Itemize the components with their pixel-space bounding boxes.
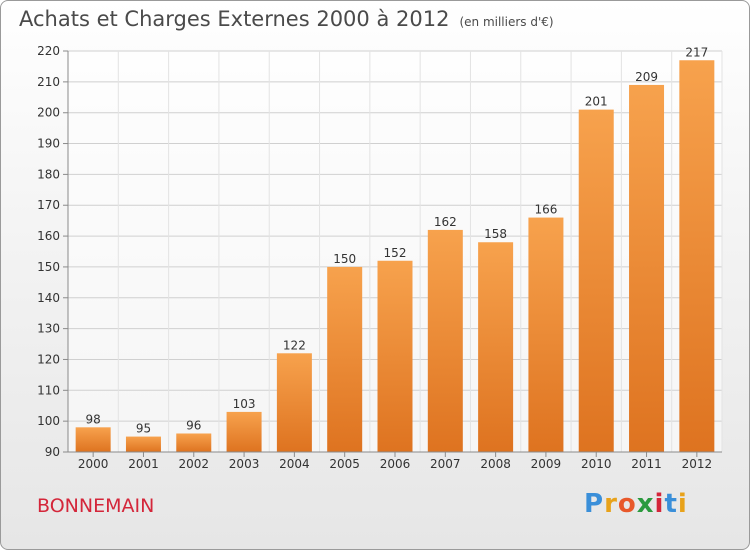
x-tick-label: 2007 <box>430 457 461 471</box>
x-tick-label: 2012 <box>682 457 713 471</box>
logo-letter: P <box>584 489 605 519</box>
chart-title: Achats et Charges Externes 2000 à 2012 (e… <box>19 7 554 31</box>
bar-value-label: 158 <box>484 227 507 241</box>
bar <box>125 436 161 452</box>
y-tick-label: 150 <box>37 260 60 274</box>
bar-value-label: 96 <box>186 418 201 432</box>
commune-name: BONNEMAIN <box>37 495 155 517</box>
bar <box>327 266 363 452</box>
bar-value-label: 152 <box>384 246 407 260</box>
x-tick-label: 2009 <box>531 457 562 471</box>
logo-letter: i <box>677 489 688 519</box>
bar-value-label: 122 <box>283 338 306 352</box>
x-tick-label: 2000 <box>78 457 109 471</box>
bar <box>478 242 514 452</box>
bar-value-label: 201 <box>585 95 608 109</box>
bar-value-label: 95 <box>136 422 151 436</box>
x-tick-label: 2010 <box>581 457 612 471</box>
logo-letter: x <box>636 489 655 519</box>
bar-value-label: 217 <box>685 45 708 59</box>
bar <box>629 84 665 452</box>
bar <box>578 109 614 452</box>
bar-value-label: 150 <box>333 252 356 266</box>
y-tick-label: 220 <box>37 44 60 58</box>
bar-value-label: 103 <box>233 397 256 411</box>
y-tick-label: 120 <box>37 352 60 366</box>
bar-value-label: 166 <box>534 203 557 217</box>
y-tick-label: 210 <box>37 75 60 89</box>
bar <box>679 60 715 452</box>
x-tick-label: 2006 <box>380 457 411 471</box>
y-tick-label: 190 <box>37 137 60 151</box>
bar <box>528 217 564 452</box>
logo-letter: o <box>617 489 637 519</box>
y-tick-label: 140 <box>37 291 60 305</box>
x-tick-label: 2003 <box>229 457 260 471</box>
bar <box>377 260 413 452</box>
logo-letter: r <box>604 489 618 519</box>
y-tick-label: 130 <box>37 322 60 336</box>
x-tick-label: 2004 <box>279 457 310 471</box>
chart-title-main: Achats et Charges Externes 2000 à 2012 <box>19 7 450 31</box>
bar-value-label: 162 <box>434 215 457 229</box>
proxiti-logo: Proxiti <box>584 489 688 519</box>
y-tick-label: 160 <box>37 229 60 243</box>
y-tick-label: 90 <box>45 445 60 459</box>
x-tick-label: 2001 <box>128 457 159 471</box>
y-tick-label: 200 <box>37 106 60 120</box>
y-tick-label: 100 <box>37 414 60 428</box>
bar <box>226 411 262 452</box>
x-tick-label: 2005 <box>329 457 360 471</box>
bar <box>176 433 212 452</box>
bar-value-label: 98 <box>86 412 101 426</box>
bar <box>276 353 312 452</box>
y-tick-label: 170 <box>37 198 60 212</box>
bar <box>427 229 463 452</box>
logo-letter: t <box>664 489 678 519</box>
y-tick-label: 110 <box>37 383 60 397</box>
y-tick-label: 180 <box>37 167 60 181</box>
chart-unit-label: (en milliers d'€) <box>459 15 554 29</box>
x-tick-label: 2008 <box>480 457 511 471</box>
logo-letter: i <box>654 489 665 519</box>
x-tick-label: 2011 <box>631 457 662 471</box>
bar-value-label: 209 <box>635 70 658 84</box>
bar <box>75 427 111 452</box>
x-tick-label: 2002 <box>178 457 209 471</box>
